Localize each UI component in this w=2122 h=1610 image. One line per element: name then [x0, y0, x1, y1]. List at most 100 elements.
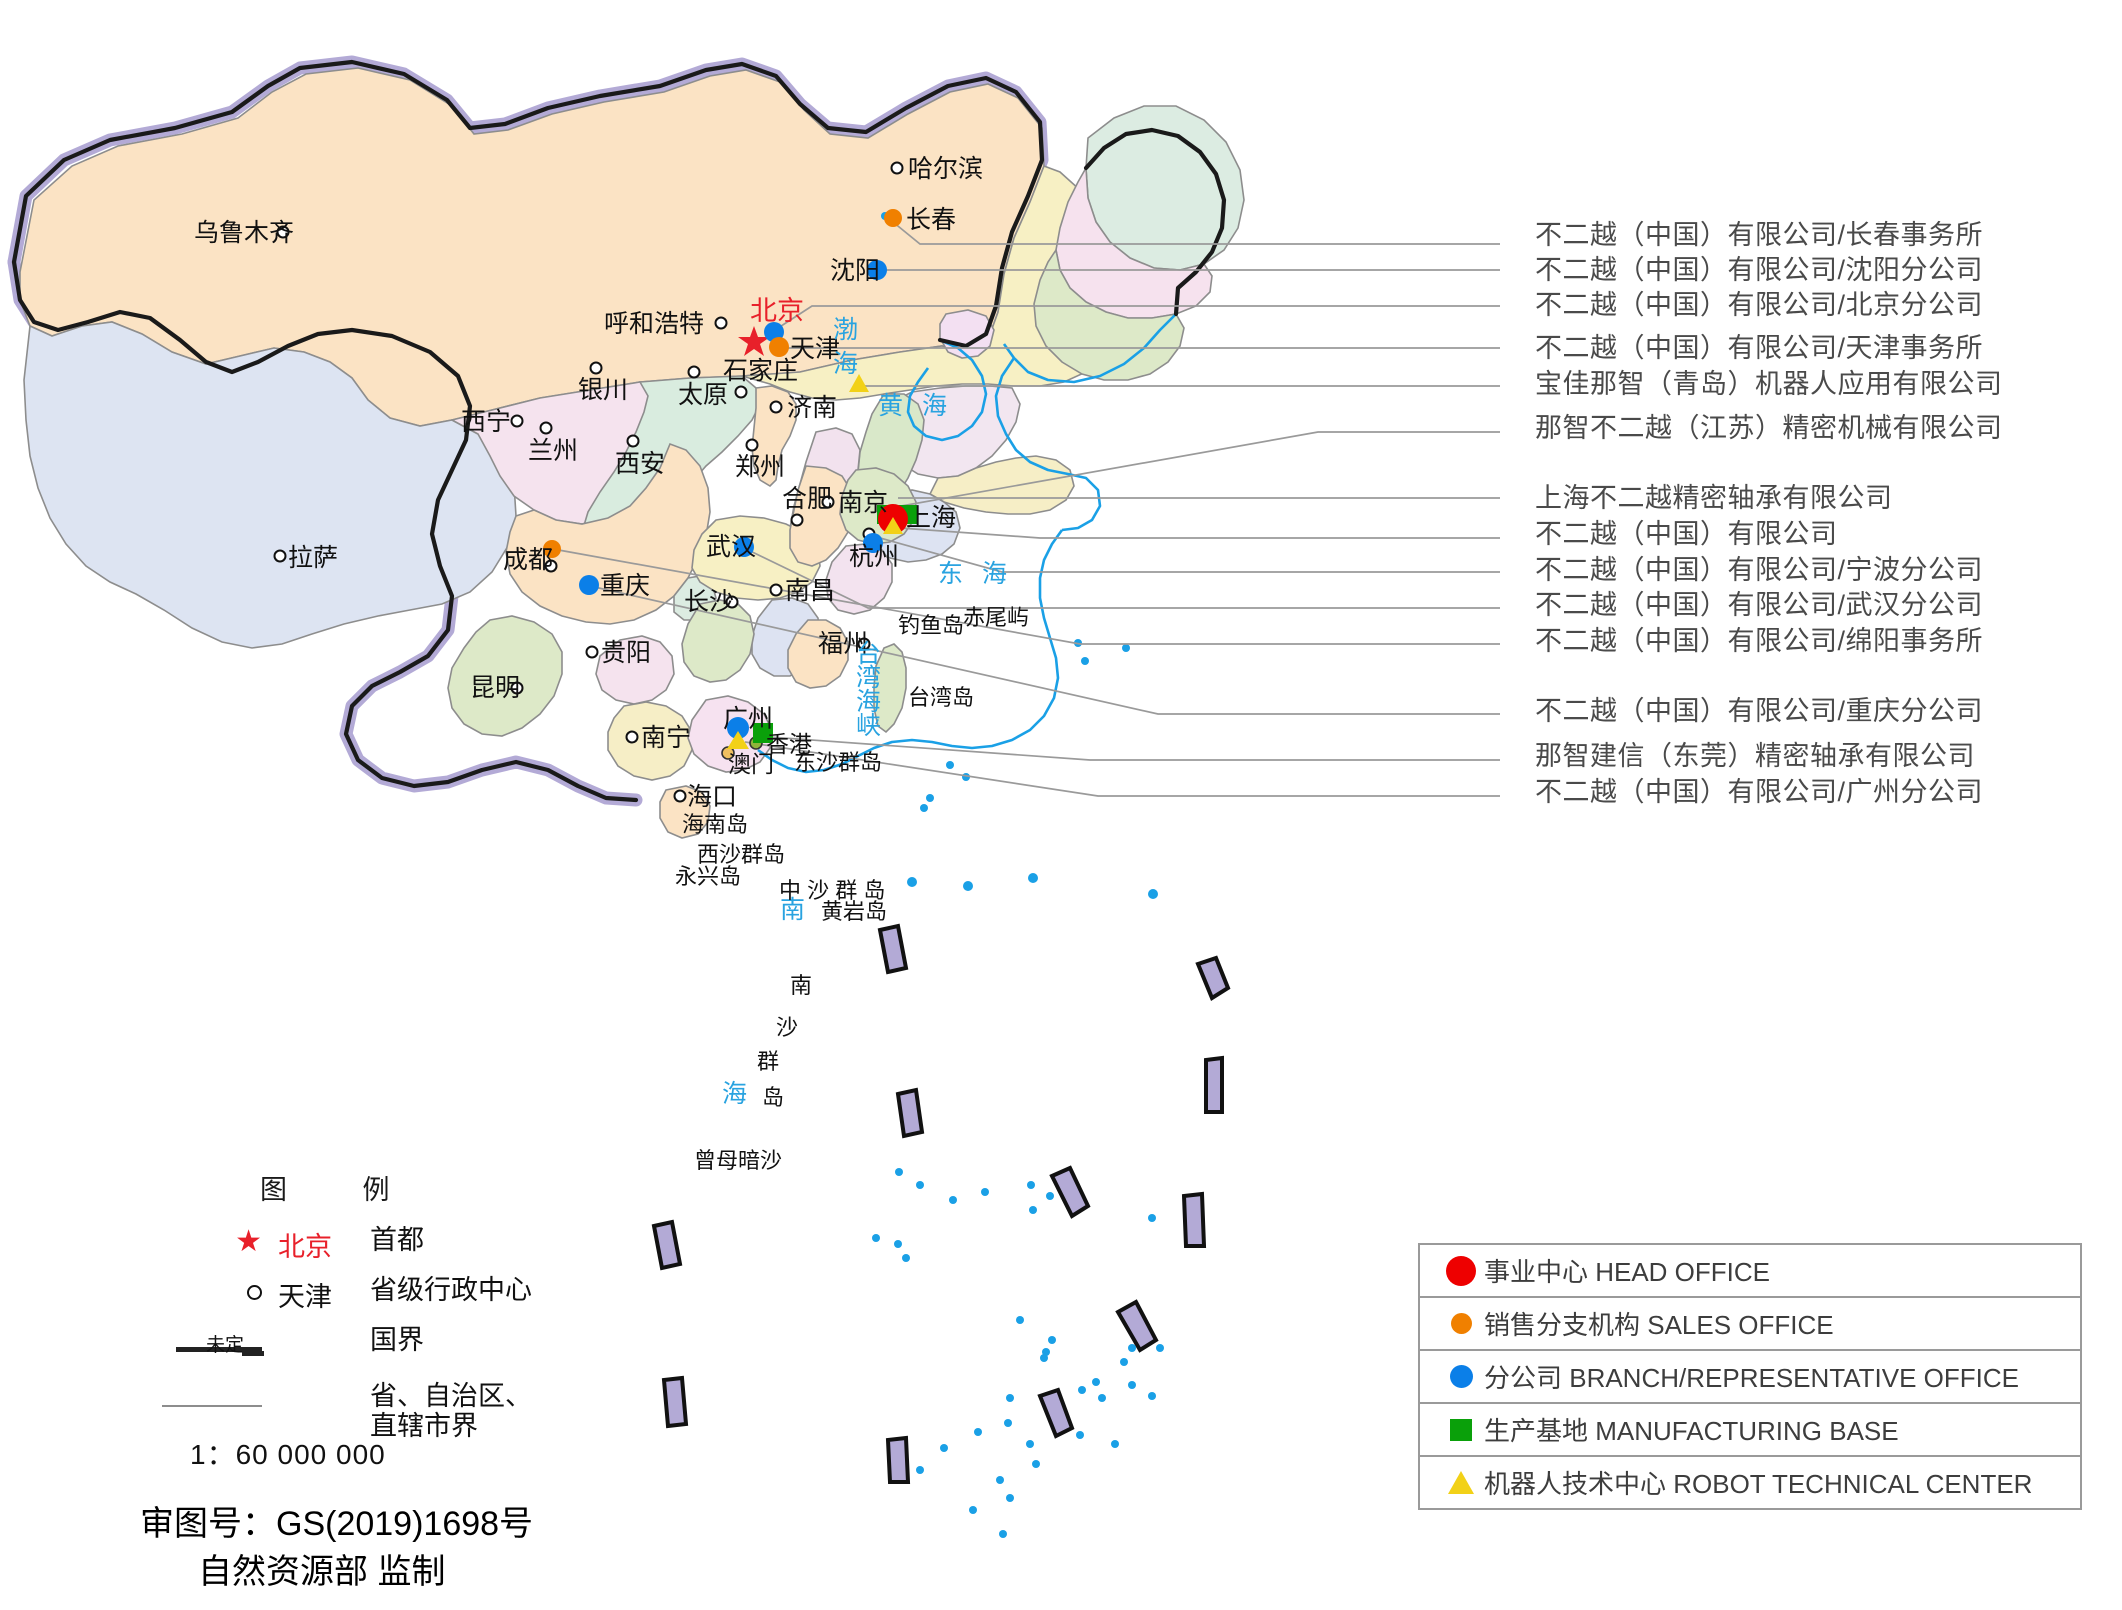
legend-provincial-desc: 省级行政中心 — [370, 1275, 532, 1305]
marker-fuzhou — [857, 637, 871, 651]
hollow-dot-icon — [150, 1275, 270, 1309]
approval-number: 审图号：GS(2019)1698号 — [140, 1505, 534, 1543]
annotation-label: 那智不二越（江苏）精密机械有限公司 — [1535, 413, 2003, 443]
island-dots — [872, 212, 1164, 1538]
svg-text:澳门: 澳门 — [728, 751, 774, 777]
marker-xian — [626, 434, 640, 448]
annotation-label: 上海不二越精密轴承有限公司 — [1535, 483, 1893, 513]
map-legend-title: 图 例 — [260, 1175, 424, 1205]
svg-text:东: 东 — [938, 560, 963, 588]
svg-text:海: 海 — [833, 350, 858, 378]
marker-guangzhou-branch — [727, 717, 749, 739]
svg-text:成都: 成都 — [503, 546, 553, 574]
symbol-label: 事业中心 HEAD OFFICE — [1484, 1257, 1771, 1287]
annotation-label: 不二越（中国）有限公司/绵阳事务所 — [1535, 626, 1984, 656]
marker-taiyuan — [687, 365, 701, 379]
symbol-label: 机器人技术中心 ROBOT TECHNICAL CENTER — [1484, 1469, 2033, 1499]
marker-jinan — [769, 400, 783, 414]
orange-circle-icon — [1438, 1313, 1484, 1334]
marker-kunming — [510, 681, 524, 695]
svg-text:呼和浩特: 呼和浩特 — [604, 310, 704, 338]
marker-urumqi — [276, 225, 290, 239]
marker-shanghai-robot — [883, 517, 903, 534]
svg-text:石家庄: 石家庄 — [723, 357, 798, 385]
svg-text:南: 南 — [790, 973, 812, 998]
marker-chengdu — [544, 559, 558, 573]
svg-text:南京: 南京 — [838, 489, 888, 517]
svg-text:渤: 渤 — [833, 316, 858, 344]
marker-hohhot — [714, 316, 728, 330]
svg-text:海口: 海口 — [687, 783, 737, 811]
annotation-label: 不二越（中国）有限公司/重庆分公司 — [1535, 696, 1984, 726]
marker-tianjin-sales — [769, 337, 789, 357]
svg-text:武汉: 武汉 — [706, 533, 756, 561]
svg-text:天津: 天津 — [790, 335, 840, 363]
svg-text:湾: 湾 — [856, 664, 881, 692]
svg-text:海南岛: 海南岛 — [682, 812, 748, 837]
svg-text:海: 海 — [722, 1080, 747, 1108]
marker-guiyang — [585, 645, 599, 659]
annotation-label: 不二越（中国）有限公司 — [1535, 519, 1838, 549]
marker-changchun-sales — [884, 209, 902, 227]
svg-text:西安: 西安 — [615, 450, 665, 478]
marker-nanchang — [769, 583, 783, 597]
svg-text:西宁: 西宁 — [461, 408, 511, 436]
marker-chongqing-branch — [579, 575, 599, 595]
svg-text:海: 海 — [982, 560, 1007, 588]
legend-capital-name: 北京 — [278, 1232, 332, 1262]
svg-text:东沙群岛: 东沙群岛 — [794, 750, 882, 775]
national-border — [11, 59, 1227, 803]
coastline — [757, 313, 1177, 774]
svg-text:钓鱼岛: 钓鱼岛 — [898, 613, 964, 638]
symbol-label: 分公司 BRANCH/REPRESENTATIVE OFFICE — [1484, 1363, 2019, 1393]
symbol-legend-box: 事业中心 HEAD OFFICE 销售分支机构 SALES OFFICE 分公司… — [1418, 1243, 2082, 1510]
symbol-row-branch-office: 分公司 BRANCH/REPRESENTATIVE OFFICE — [1420, 1351, 2080, 1404]
annotation-label: 不二越（中国）有限公司/沈阳分公司 — [1535, 255, 1984, 285]
annotation-label: 不二越（中国）有限公司/北京分公司 — [1535, 290, 1984, 320]
svg-text:海: 海 — [856, 688, 881, 716]
marker-lhasa — [273, 549, 287, 563]
svg-text:银川: 银川 — [578, 376, 628, 404]
svg-text:贵阳: 贵阳 — [601, 639, 651, 667]
marker-xining — [510, 414, 524, 428]
svg-text:曾母暗沙: 曾母暗沙 — [694, 1148, 782, 1173]
svg-text:永兴岛: 永兴岛 — [675, 864, 741, 889]
marker-zhengzhou — [745, 438, 759, 452]
national-border-icon: 未定 — [150, 1325, 270, 1359]
map-scale: 1：60 000 000 — [190, 1439, 386, 1470]
annotation-label: 不二越（中国）有限公司/武汉分公司 — [1535, 590, 1984, 620]
nine-dash-line — [651, 923, 1231, 1484]
legend-row-province-border: 省、自治区、 直辖市界 — [150, 1381, 590, 1441]
symbol-label: 销售分支机构 SALES OFFICE — [1484, 1310, 1834, 1340]
blue-circle-icon — [1438, 1365, 1484, 1388]
annotation-label: 不二越（中国）有限公司/长春事务所 — [1535, 220, 1984, 250]
svg-text:黄: 黄 — [878, 392, 903, 420]
svg-text:拉萨: 拉萨 — [288, 544, 338, 572]
svg-text:长沙: 长沙 — [684, 588, 734, 616]
marker-wuhan-branch — [734, 537, 754, 557]
city-markers — [273, 161, 917, 803]
authority-line: 自然资源部 监制 — [198, 1553, 446, 1592]
svg-text:沈阳: 沈阳 — [830, 257, 880, 285]
svg-text:太原: 太原 — [678, 381, 728, 409]
svg-text:郑州: 郑州 — [735, 453, 785, 481]
svg-text:台: 台 — [856, 640, 881, 668]
marker-shijiazhuang — [734, 385, 748, 399]
legend-row-capital: ★ 北京 首都 — [150, 1225, 590, 1265]
marker-harbin — [890, 161, 904, 175]
marker-nanning — [625, 730, 639, 744]
annotation-label: 不二越（中国）有限公司/广州分公司 — [1535, 777, 1984, 807]
marker-hefei — [790, 513, 804, 527]
svg-text:广州: 广州 — [723, 705, 773, 733]
svg-text:赤尾屿: 赤尾屿 — [963, 605, 1029, 630]
green-square-icon — [1438, 1418, 1484, 1441]
symbol-row-head-office: 事业中心 HEAD OFFICE — [1420, 1245, 2080, 1298]
city-labels: 乌鲁木齐 哈尔滨 长春 沈阳 呼和浩特 北京 天津 石家庄 银川 太原 济南 西… — [194, 155, 983, 811]
yellow-triangle-icon — [1438, 1471, 1484, 1494]
svg-text:黄岩岛: 黄岩岛 — [821, 899, 887, 924]
svg-text:西沙群岛: 西沙群岛 — [697, 842, 785, 867]
marker-changsha — [725, 595, 739, 609]
marker-shenyang-branch — [867, 260, 887, 280]
svg-text:海: 海 — [922, 392, 947, 420]
